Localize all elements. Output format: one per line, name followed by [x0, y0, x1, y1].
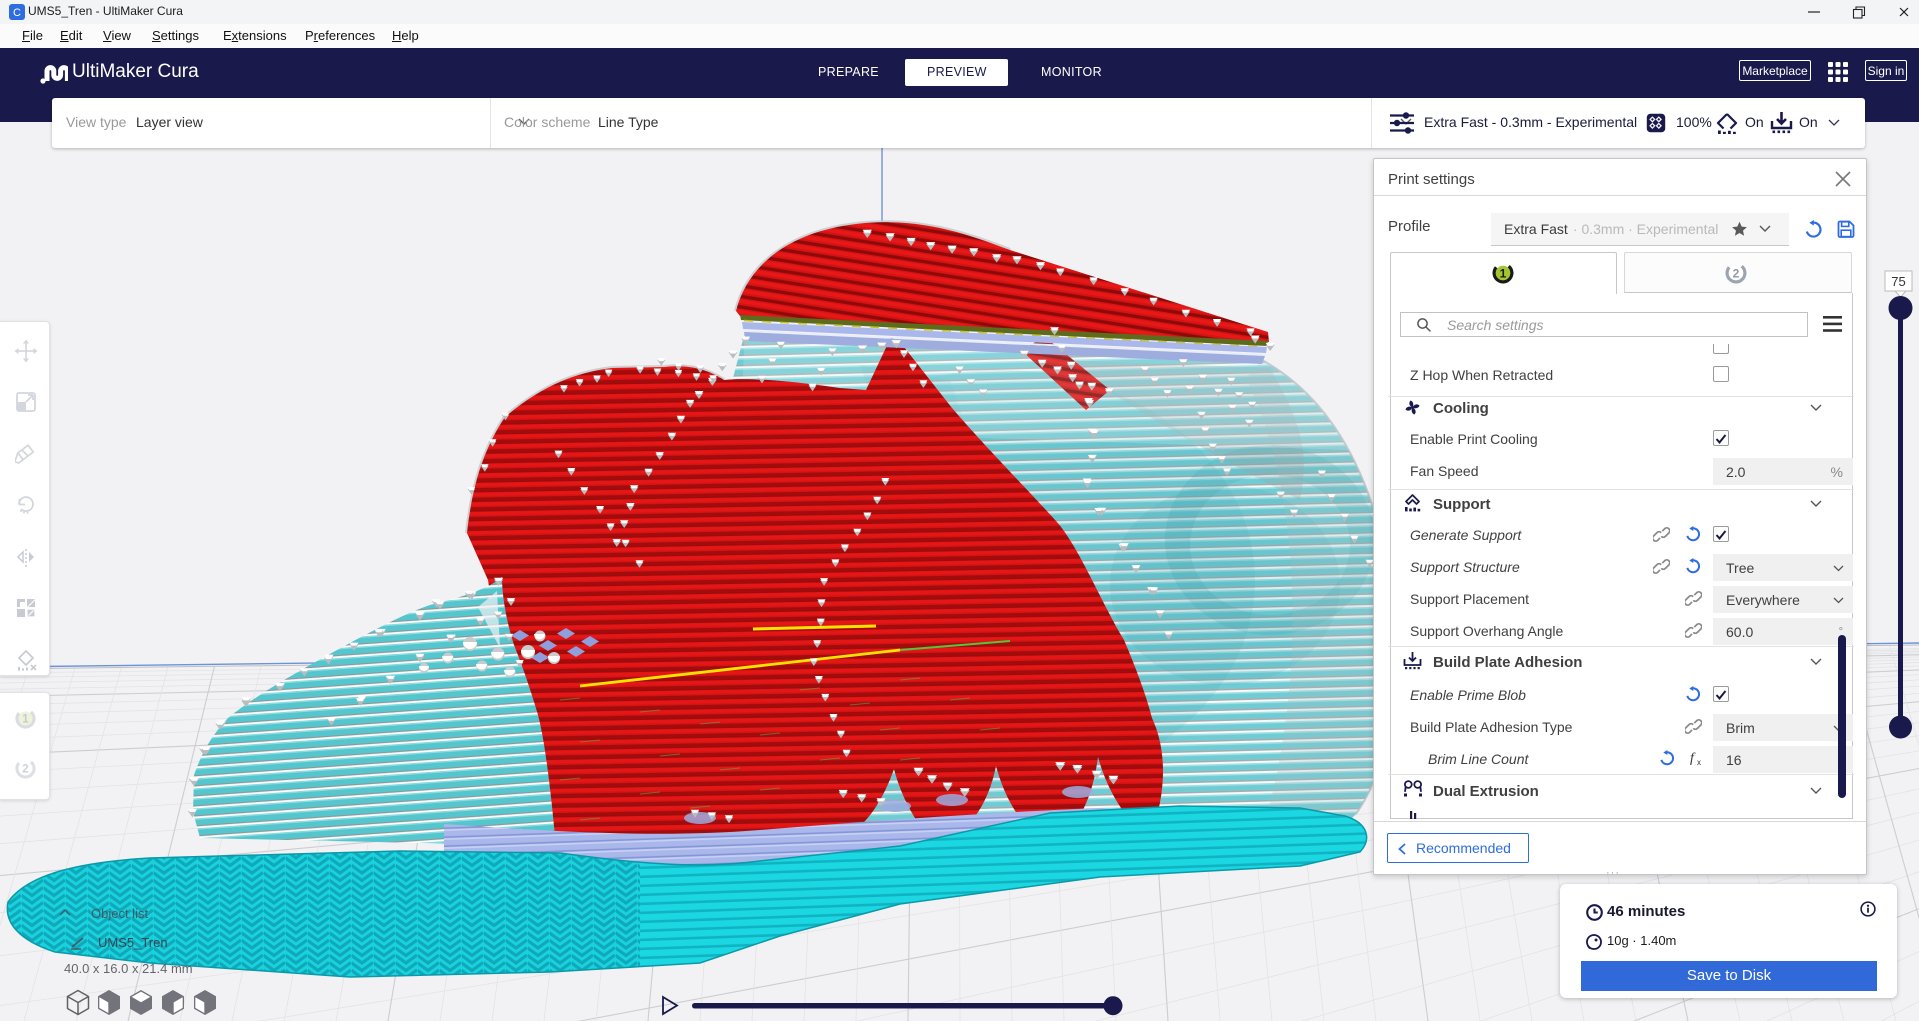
svg-text:75: 75: [1891, 274, 1905, 289]
svg-text:1: 1: [1500, 266, 1507, 280]
svg-text:x: x: [1697, 758, 1701, 766]
svg-text:1: 1: [22, 714, 29, 726]
svg-text:2: 2: [1733, 266, 1740, 280]
svg-text:C: C: [13, 7, 21, 19]
svg-text:f: f: [1690, 751, 1696, 766]
svg-text:2: 2: [22, 764, 28, 776]
